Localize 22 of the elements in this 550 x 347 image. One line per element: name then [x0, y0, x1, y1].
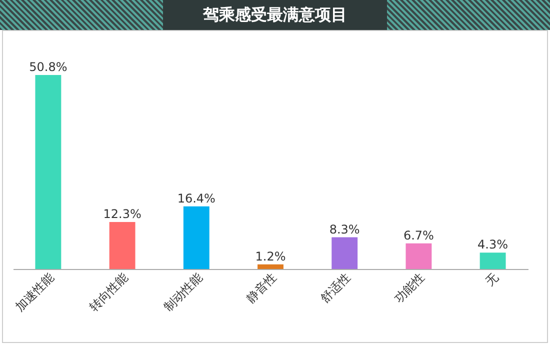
x-tick-label: 加速性能	[12, 270, 57, 314]
bar	[258, 264, 284, 269]
x-tick-label: 无	[482, 270, 502, 288]
bar	[480, 252, 506, 269]
bar	[183, 206, 210, 269]
chart-title: 驾乘感受最满意项目	[163, 0, 387, 30]
data-label: 6.7%	[403, 228, 434, 242]
data-label: 16.4%	[177, 191, 216, 206]
data-label: 8.3%	[329, 222, 360, 236]
data-label: 4.3%	[478, 238, 508, 252]
data-label: 50.8%	[29, 60, 68, 74]
x-tick-label: 静音性	[244, 270, 279, 306]
bar	[35, 75, 62, 269]
bar	[406, 243, 432, 269]
x-tick-label: 转向性能	[86, 270, 131, 314]
x-tick-label: 舒适性	[318, 270, 354, 306]
bar	[109, 222, 136, 269]
bar	[332, 237, 358, 269]
x-tick-label: 功能性	[392, 270, 428, 306]
data-label: 12.3%	[103, 207, 142, 222]
x-tick-label: 制动性能	[161, 270, 205, 314]
data-label: 1.2%	[255, 249, 286, 264]
